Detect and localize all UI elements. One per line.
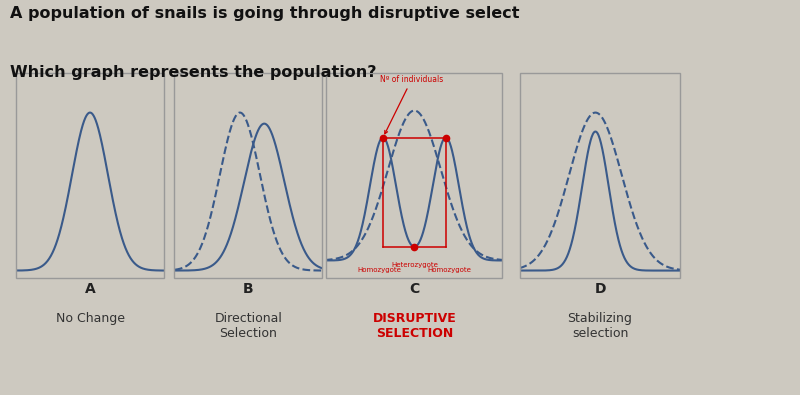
Text: Homozygote: Homozygote xyxy=(358,267,401,273)
Text: DISRUPTIVE
SELECTION: DISRUPTIVE SELECTION xyxy=(373,312,456,340)
Text: Homozygote: Homozygote xyxy=(428,267,471,273)
Text: Directional
Selection: Directional Selection xyxy=(214,312,282,340)
Text: A population of snails is going through disruptive select: A population of snails is going through … xyxy=(10,6,520,21)
Text: A: A xyxy=(85,282,95,296)
Text: C: C xyxy=(410,282,419,296)
Text: Stabilizing
selection: Stabilizing selection xyxy=(567,312,633,340)
Text: B: B xyxy=(243,282,254,296)
Text: Heterozygote: Heterozygote xyxy=(391,262,438,268)
Text: D: D xyxy=(594,282,606,296)
Text: Nº of individuals: Nº of individuals xyxy=(380,75,443,134)
Text: Which graph represents the population?: Which graph represents the population? xyxy=(10,65,377,80)
Text: No Change: No Change xyxy=(55,312,125,325)
